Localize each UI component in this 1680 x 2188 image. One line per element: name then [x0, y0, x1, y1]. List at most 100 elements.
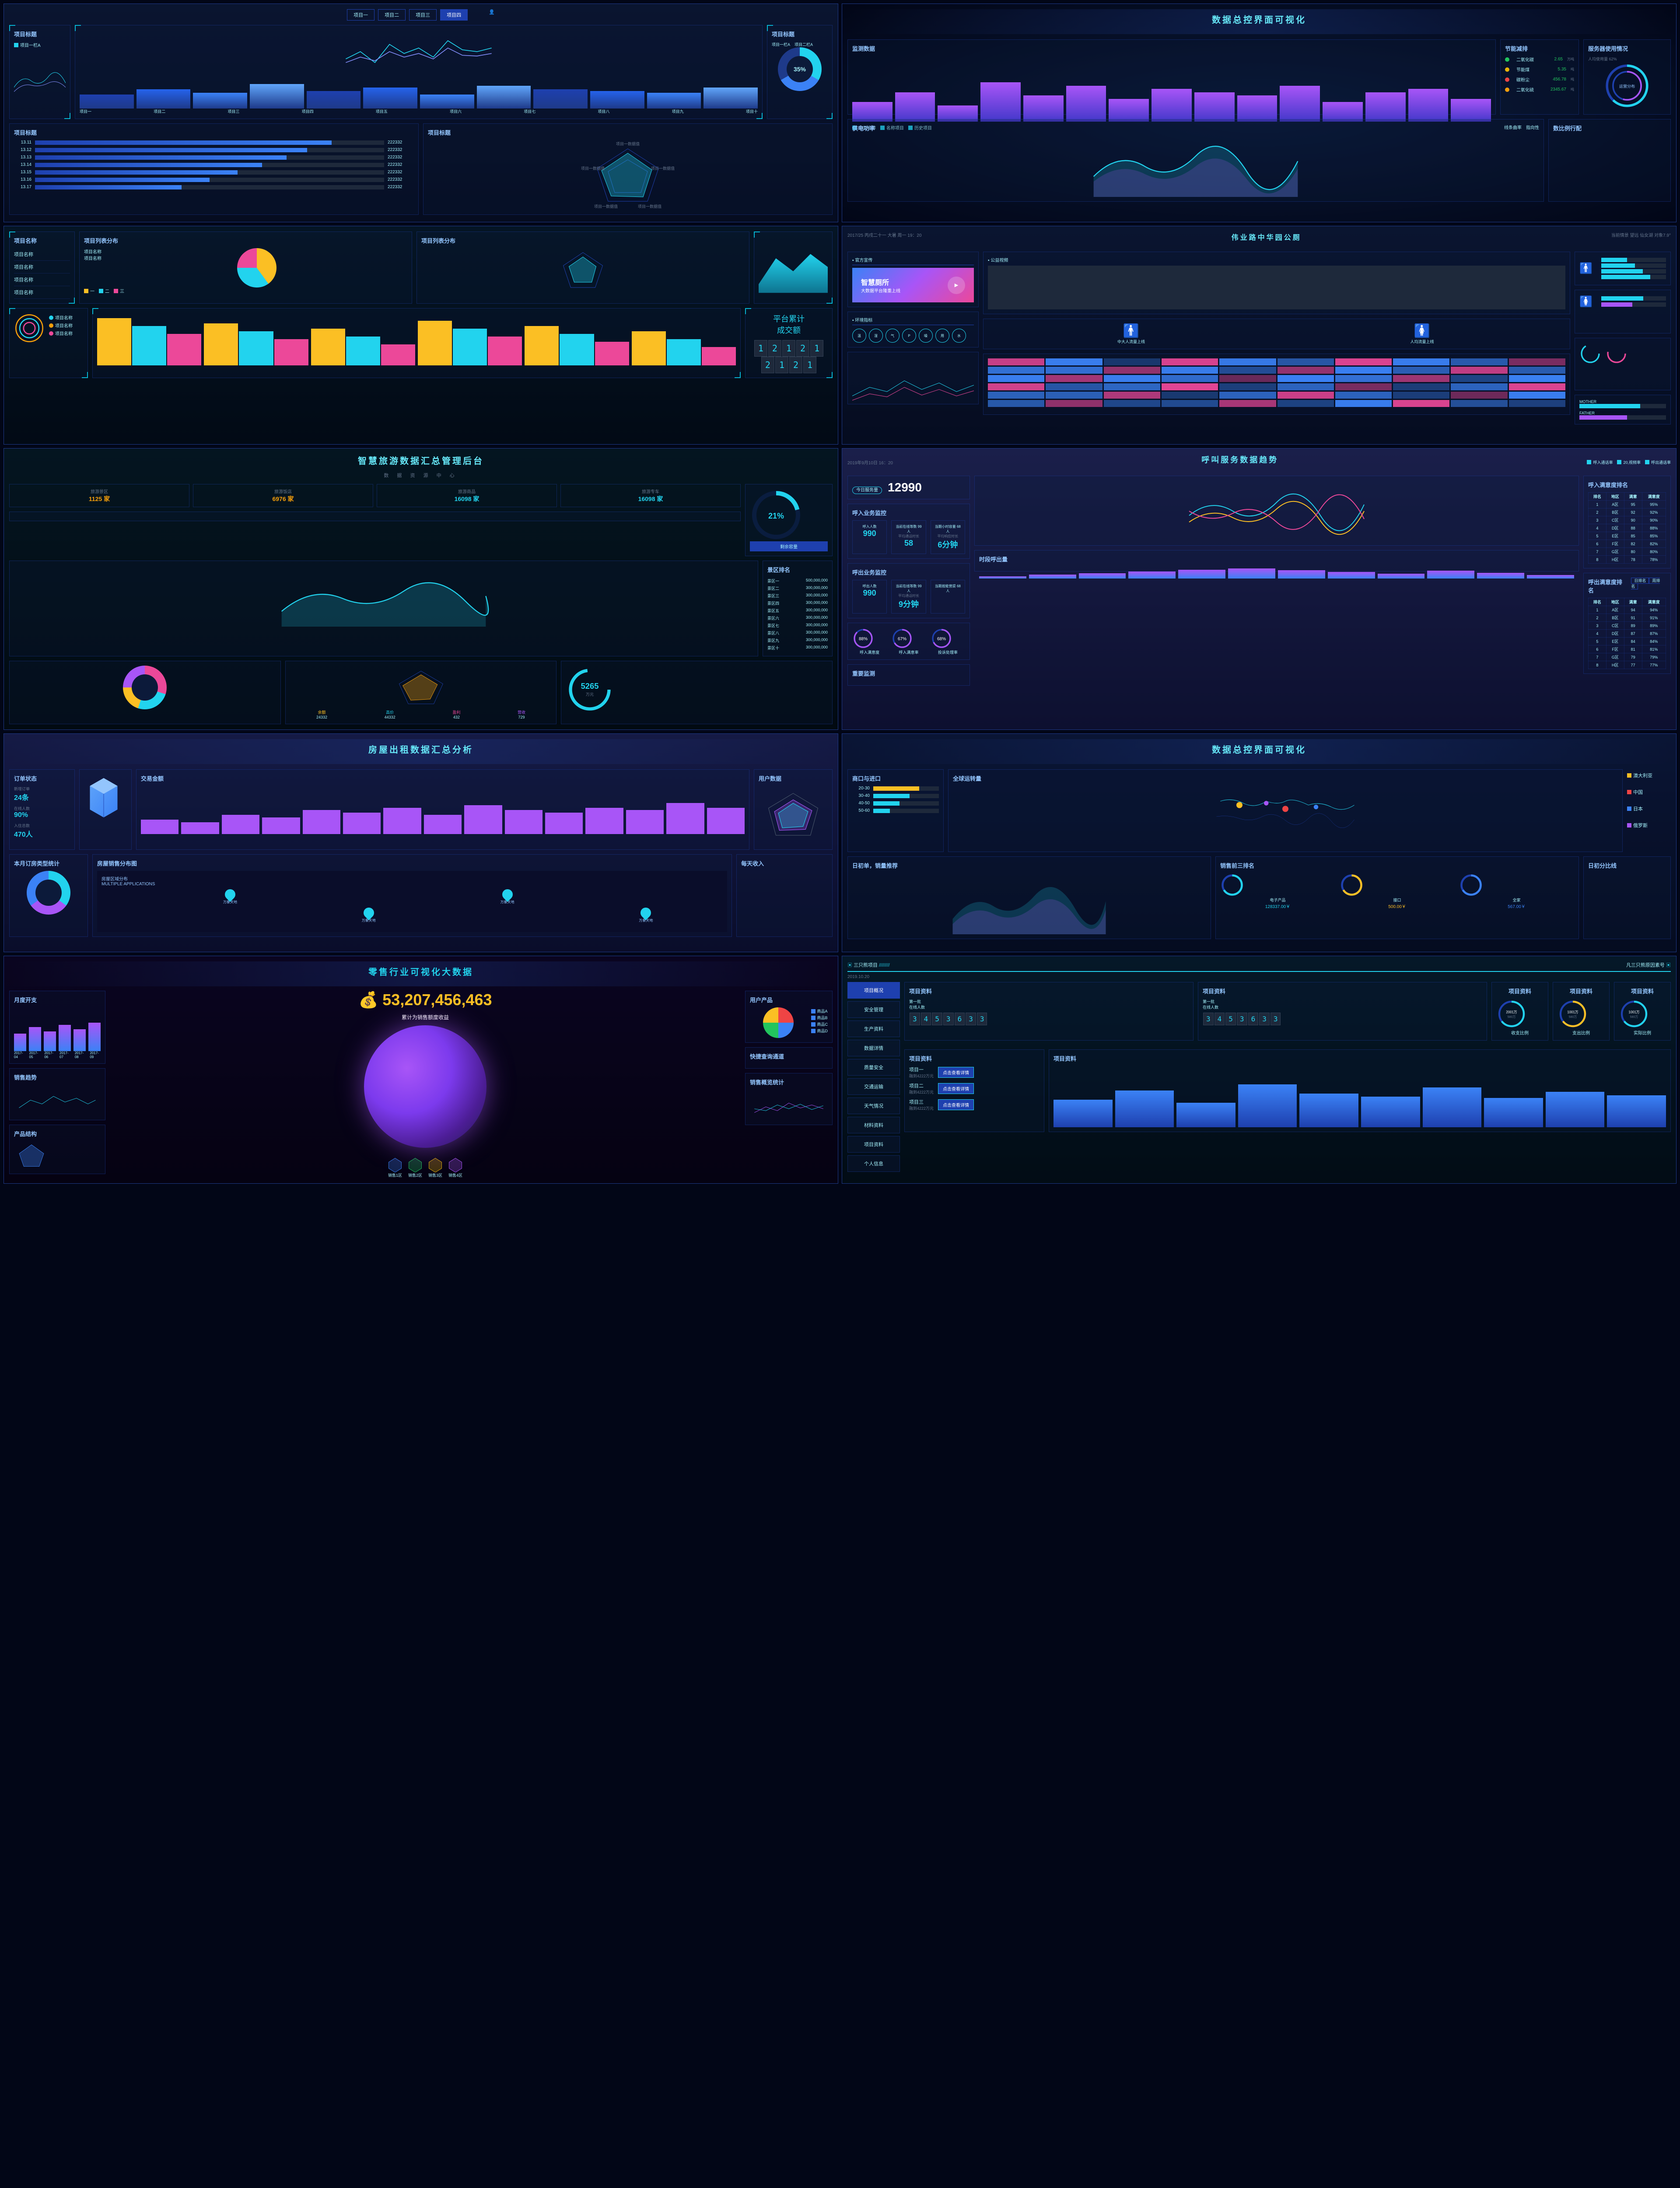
d1-tab-2[interactable]: 项目二 [378, 9, 406, 21]
indicator[interactable]: P [902, 329, 916, 343]
cubicle[interactable] [1104, 358, 1160, 365]
cubicle[interactable] [1162, 383, 1218, 390]
cubicle[interactable] [1335, 367, 1392, 374]
nav-item[interactable]: 个人信息 [847, 1155, 900, 1172]
nav-item[interactable]: 生产资料 [847, 1020, 900, 1037]
d1-tab-3[interactable]: 项目三 [409, 9, 437, 21]
cubicle[interactable] [988, 358, 1044, 365]
detail-button[interactable]: 点击查看详情 [938, 1067, 974, 1078]
cubicle[interactable] [1046, 358, 1102, 365]
indicator[interactable]: 水 [952, 329, 966, 343]
cubicle[interactable] [1219, 375, 1276, 382]
cubicle[interactable] [1393, 392, 1449, 399]
indicator[interactable]: 气 [886, 329, 900, 343]
indicator[interactable]: 用 [935, 329, 949, 343]
d6-rank1: 呼入满意度排名 排名地区满意满意度1A区9595%2B区9292%3C区9090… [1583, 476, 1671, 568]
cubicle[interactable] [1393, 358, 1449, 365]
cubicle[interactable] [1162, 358, 1218, 365]
cubicle[interactable] [1104, 375, 1160, 382]
cubicle[interactable] [988, 375, 1044, 382]
cubicle[interactable] [988, 367, 1044, 374]
cubicle[interactable] [1278, 358, 1334, 365]
nav-item[interactable]: 项目资料 [847, 1136, 900, 1153]
cubicle[interactable] [1335, 392, 1392, 399]
list-item[interactable]: 项目名称 [14, 286, 70, 299]
nav-item[interactable]: 安全管理 [847, 1001, 900, 1018]
quick-item[interactable]: 销售4区 [448, 1157, 463, 1178]
nav-item[interactable]: 天气情况 [847, 1098, 900, 1114]
cubicle[interactable] [1219, 392, 1276, 399]
cubicle[interactable] [988, 392, 1044, 399]
nav-item[interactable]: 项目概况 [847, 982, 900, 999]
cubicle[interactable] [1104, 392, 1160, 399]
cubicle[interactable] [1393, 375, 1449, 382]
cubicle[interactable] [1278, 400, 1334, 407]
cubicle[interactable] [1046, 400, 1102, 407]
cubicle[interactable] [1451, 400, 1507, 407]
cubicle[interactable] [1162, 400, 1218, 407]
cubicle[interactable] [1162, 367, 1218, 374]
cubicle[interactable] [1451, 367, 1507, 374]
cubicle[interactable] [1104, 383, 1160, 390]
cubicle[interactable] [988, 400, 1044, 407]
cubicle[interactable] [1219, 367, 1276, 374]
cubicle[interactable] [1162, 375, 1218, 382]
cubicle[interactable] [1278, 383, 1334, 390]
cubicle[interactable] [1335, 383, 1392, 390]
cubicle[interactable] [1393, 400, 1449, 407]
play-icon[interactable]: ▶ [948, 277, 965, 294]
cubicle[interactable] [1104, 367, 1160, 374]
cubicle[interactable] [1335, 358, 1392, 365]
list-item[interactable]: 项目名称 [14, 261, 70, 274]
cubicle[interactable] [1509, 358, 1565, 365]
d6-monitor: 重要监测 [847, 664, 970, 686]
detail-button[interactable]: 点击查看详情 [938, 1099, 974, 1110]
detail-button[interactable]: 点击查看详情 [938, 1083, 974, 1094]
d1-tab-4[interactable]: 项目四 [440, 9, 468, 21]
cubicle[interactable] [1278, 375, 1334, 382]
indicator[interactable]: 温 [852, 329, 866, 343]
quick-item[interactable]: 销售2区 [407, 1157, 423, 1178]
cubicle[interactable] [1509, 367, 1565, 374]
cubicle[interactable] [988, 383, 1044, 390]
map-pin[interactable]: 万象天地 [500, 889, 514, 905]
cubicle[interactable] [1509, 383, 1565, 390]
cubicle[interactable] [1104, 400, 1160, 407]
nav-item[interactable]: 质量安全 [847, 1059, 900, 1076]
cubicle[interactable] [1219, 358, 1276, 365]
d1-tab-1[interactable]: 项目一 [347, 9, 374, 21]
nav-item[interactable]: 交通运输 [847, 1078, 900, 1095]
nav-item[interactable]: 数据详情 [847, 1040, 900, 1056]
cubicle[interactable] [1393, 383, 1449, 390]
map-pin[interactable]: 万象天地 [223, 889, 237, 905]
cubicle[interactable] [1509, 400, 1565, 407]
cubicle[interactable] [1046, 392, 1102, 399]
cubicle[interactable] [1162, 392, 1218, 399]
user-icon[interactable]: 👤 [489, 9, 495, 21]
cubicle[interactable] [1451, 358, 1507, 365]
cubicle[interactable] [1219, 383, 1276, 390]
list-item[interactable]: 项目名称 [14, 248, 70, 261]
map-pin[interactable]: 万象天地 [639, 908, 653, 923]
cubicle[interactable] [1393, 367, 1449, 374]
cubicle[interactable] [1278, 392, 1334, 399]
cubicle[interactable] [1451, 375, 1507, 382]
cubicle[interactable] [1046, 367, 1102, 374]
cubicle[interactable] [1278, 367, 1334, 374]
list-item[interactable]: 项目名称 [14, 274, 70, 286]
nav-item[interactable]: 材料资料 [847, 1117, 900, 1133]
map-pin[interactable]: 万象天地 [362, 908, 376, 923]
indicator[interactable]: 湿 [869, 329, 883, 343]
cubicle[interactable] [1335, 400, 1392, 407]
cubicle[interactable] [1451, 383, 1507, 390]
cubicle[interactable] [1335, 375, 1392, 382]
cubicle[interactable] [1451, 392, 1507, 399]
cubicle[interactable] [1509, 392, 1565, 399]
quick-item[interactable]: 销售1区 [387, 1157, 403, 1178]
cubicle[interactable] [1046, 383, 1102, 390]
indicator[interactable]: 噪 [919, 329, 933, 343]
cubicle[interactable] [1046, 375, 1102, 382]
quick-item[interactable]: 销售3区 [427, 1157, 443, 1178]
cubicle[interactable] [1509, 375, 1565, 382]
cubicle[interactable] [1219, 400, 1276, 407]
